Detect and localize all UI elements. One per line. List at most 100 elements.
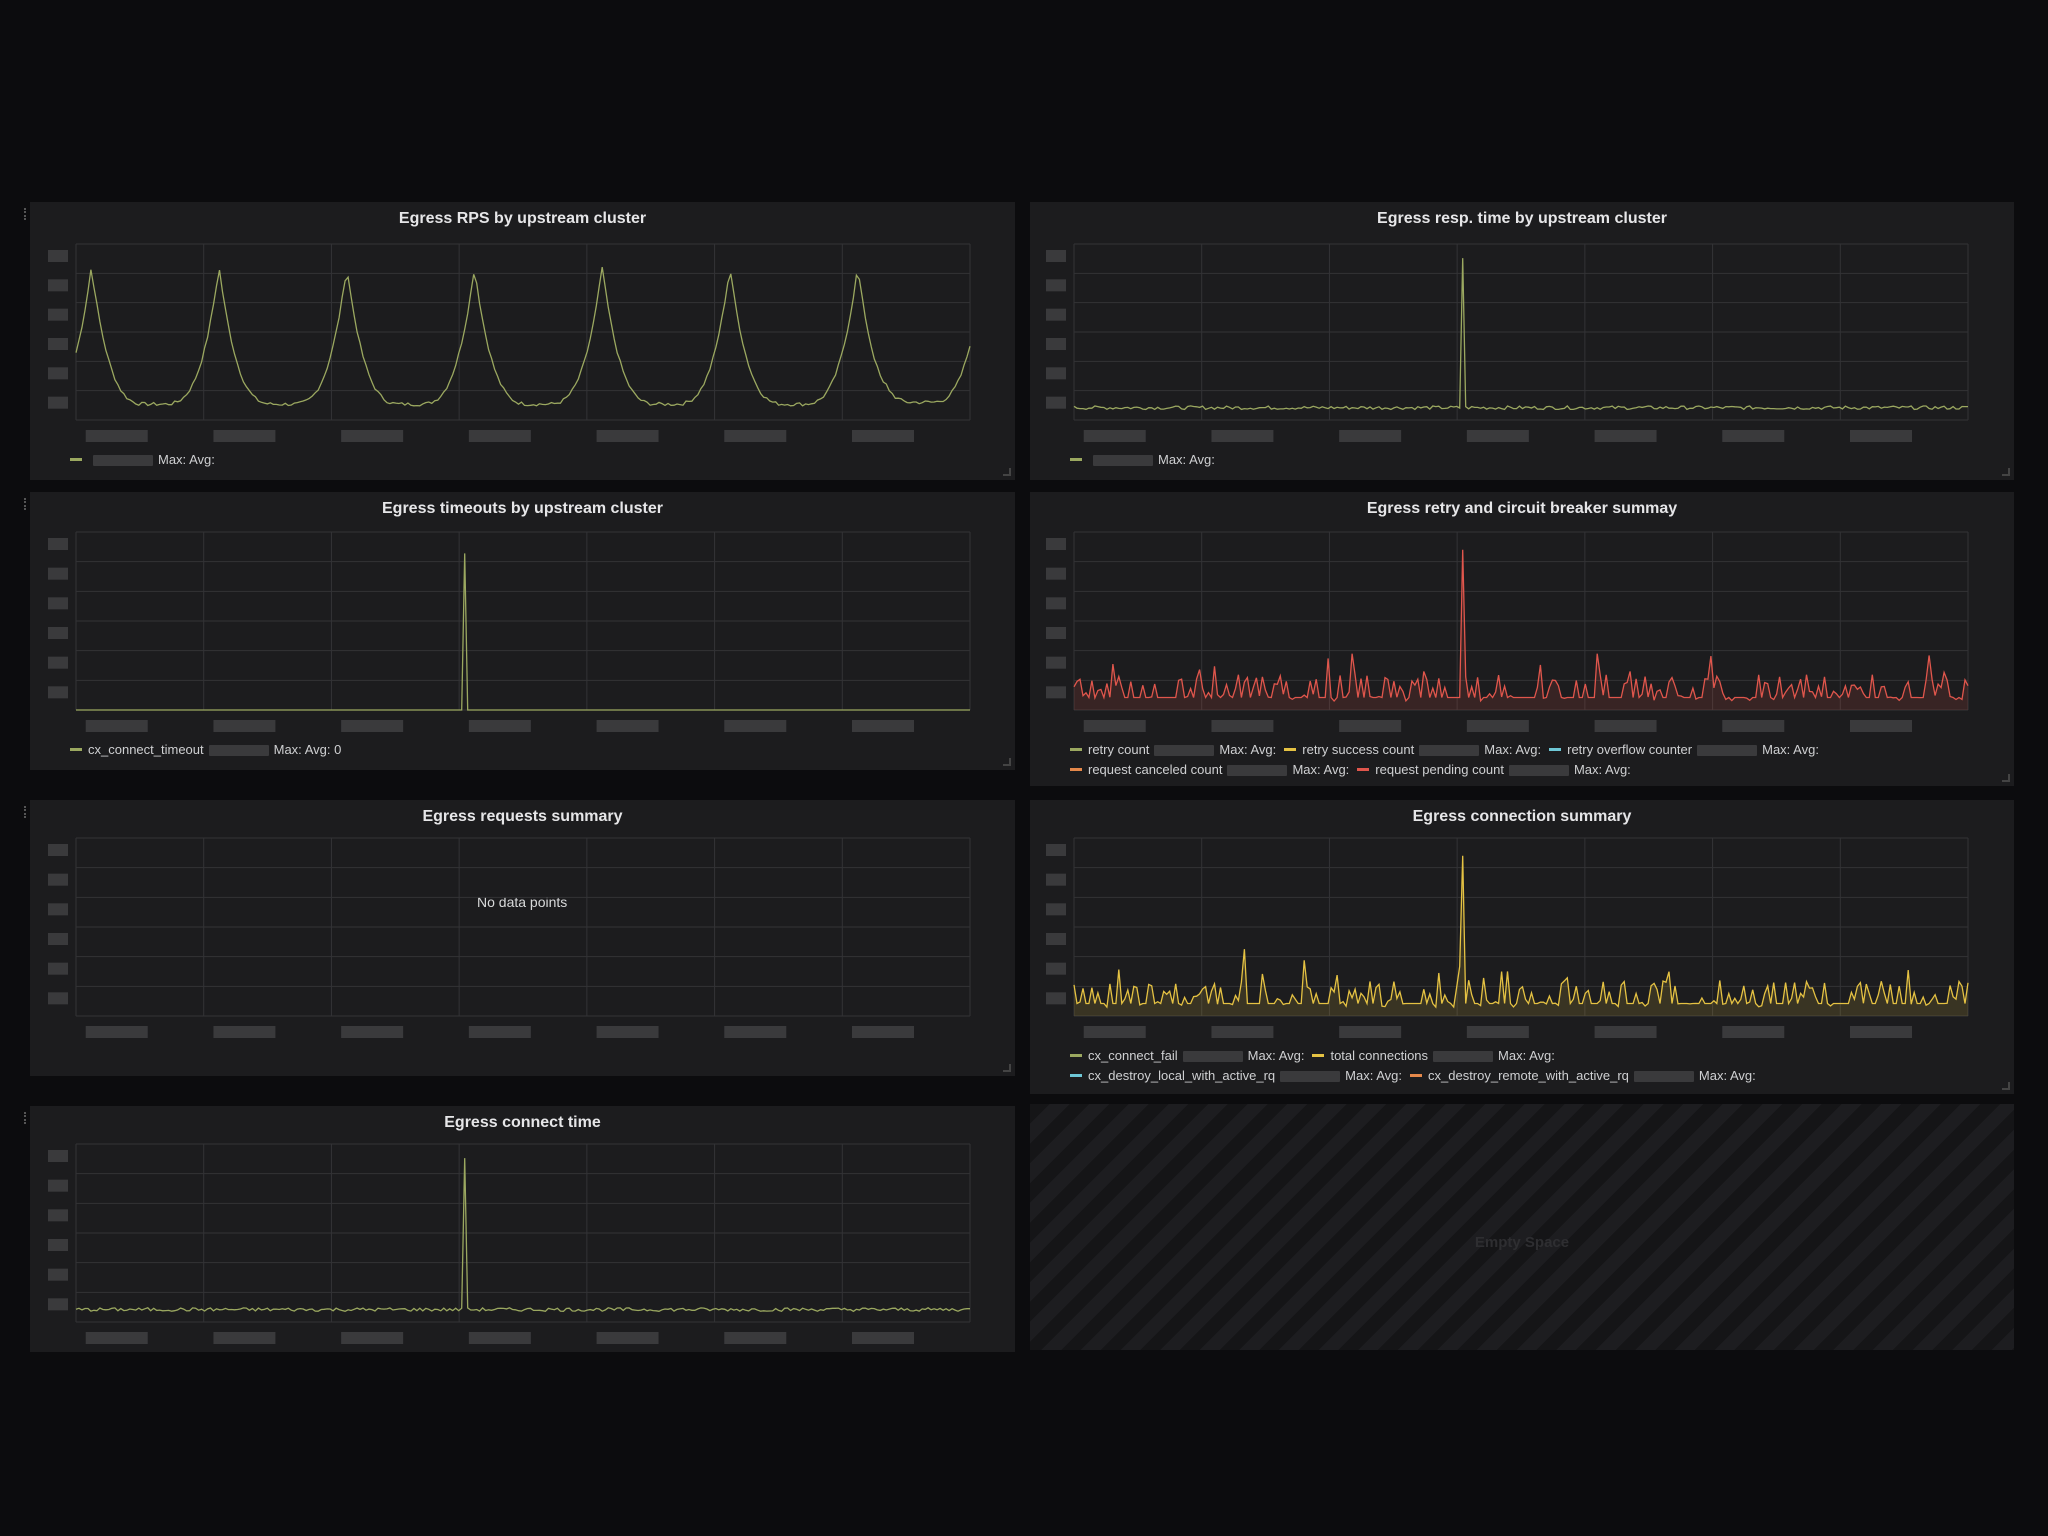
legend-value-redacted [1697,745,1758,757]
legend-series-name[interactable]: total connections [1330,1048,1429,1063]
legend-value-redacted [1154,745,1215,757]
y-tick-label-redacted [48,1298,68,1311]
panel-title[interactable]: Egress timeouts by upstream cluster [382,500,663,517]
resize-handle[interactable] [2002,1082,2010,1090]
legend-item[interactable]: total connections Max: Avg: [1312,1046,1555,1066]
x-tick-label-redacted [468,720,531,732]
chart-svg [48,531,971,732]
drag-handle[interactable] [24,1112,29,1124]
y-tick-label-redacted [48,1239,68,1251]
legend-item[interactable]: request pending count Max: Avg: [1357,760,1631,780]
legend-series-name[interactable]: request pending count [1375,762,1504,777]
legend-series-name[interactable]: retry overflow counter [1567,742,1693,757]
drag-handle[interactable] [24,806,29,818]
legend-swatch[interactable] [1070,1074,1082,1078]
legend-series-name[interactable]: cx_destroy_remote_with_active_rq [1428,1068,1629,1083]
y-tick-label-redacted [48,1179,68,1192]
panel-egress-requests-summary[interactable]: Egress requests summary No data points [24,800,1015,1076]
x-tick-label-redacted [468,1026,531,1038]
legend-value-redacted [1093,455,1153,467]
legend-swatch[interactable] [1549,748,1562,752]
legend-swatch[interactable] [1357,768,1370,772]
y-tick-label-redacted [1046,250,1066,262]
legend-swatch[interactable] [1070,768,1082,772]
drag-handle[interactable] [24,208,29,220]
legend-item[interactable]: cx_connect_fail Max: Avg: [1070,1046,1304,1066]
y-tick-label-redacted [1046,396,1066,409]
panel-egress-connection-summary[interactable]: Egress connection summary cx_connect_fai… [1030,800,2014,1094]
legend-swatch[interactable] [1410,1074,1422,1078]
resize-handle[interactable] [1003,1064,1011,1072]
legend-series-name[interactable]: retry count [1088,742,1150,757]
panel-egress-rps[interactable]: Egress RPS by upstream cluster Max: Avg: [24,202,1015,480]
legend-series-name[interactable]: request canceled count [1088,762,1223,777]
y-tick-label-redacted [1046,367,1066,380]
legend-item[interactable]: retry count Max: Avg: [1070,740,1276,760]
y-tick-label-redacted [1046,279,1066,292]
y-tick-label-redacted [48,367,68,380]
legend-item[interactable]: retry overflow counter Max: Avg: [1549,740,1819,760]
x-tick-label-redacted [85,1026,148,1038]
legend-swatch[interactable] [1070,748,1082,752]
legend-item[interactable]: Max: Avg: [70,450,215,470]
legend-swatch[interactable] [70,458,82,462]
legend-item[interactable]: cx_connect_timeout Max: Avg: 0 [70,740,341,760]
y-tick-label-redacted [1046,686,1066,699]
legend-item[interactable]: request canceled count Max: Avg: [1070,760,1349,780]
legend-item[interactable]: retry success count Max: Avg: [1284,740,1541,760]
panel-title[interactable]: Egress retry and circuit breaker summay [1366,500,1678,517]
legend-stats: Max: Avg: [1219,742,1277,757]
panel-egress-connect-time[interactable]: Egress connect time [24,1106,1015,1352]
legend-item[interactable]: cx_destroy_remote_with_active_rq Max: Avg… [1410,1066,1756,1086]
x-tick-label-redacted [1339,1026,1402,1038]
legend-value-redacted [93,455,153,467]
x-tick-label-redacted [85,1332,148,1344]
y-tick-label-redacted [48,873,68,886]
resize-handle[interactable] [2002,468,2010,476]
y-tick-label-redacted [48,844,68,856]
x-tick-label-redacted [1594,430,1657,442]
y-tick-label-redacted [48,538,68,550]
legend-row: cx_connect_timeout Max: Avg: 0 [70,740,995,760]
legend-series-name[interactable]: cx_connect_timeout [88,742,204,757]
x-tick-label-redacted [1466,1026,1529,1038]
x-tick-label-redacted [1850,720,1912,732]
resize-handle[interactable] [2002,774,2010,782]
legend-stats: Max: Avg: [1292,762,1350,777]
panel-egress-retry-circuit-breaker[interactable]: Egress retry and circuit breaker summay … [1030,492,2014,786]
panel-title[interactable]: Egress RPS by upstream cluster [398,210,647,227]
legend-swatch[interactable] [1070,458,1082,462]
x-tick-label-redacted [1594,720,1657,732]
x-tick-label-redacted [852,1332,914,1344]
legend: Max: Avg: [1070,450,1994,470]
legend-series-name[interactable]: retry success count [1302,742,1415,757]
x-tick-label-redacted [1211,720,1274,732]
legend-value-redacted [1433,1051,1494,1063]
y-tick-label-redacted [48,992,68,1005]
legend-item[interactable]: cx_destroy_local_with_active_rq Max: Avg: [1070,1066,1402,1086]
legend-swatch[interactable] [70,748,82,752]
legend-series-name[interactable]: cx_destroy_local_with_active_rq [1088,1068,1276,1083]
panel-egress-resp-time[interactable]: Egress resp. time by upstream cluster Ma… [1030,202,2014,480]
no-data-message: No data points [477,894,568,910]
y-tick-label-redacted [48,338,68,350]
legend-swatch[interactable] [1070,1054,1082,1058]
x-tick-label-redacted [341,720,404,732]
panel-title[interactable]: Egress requests summary [422,808,623,825]
drag-handle[interactable] [24,498,29,510]
resize-handle[interactable] [1003,758,1011,766]
panel-title[interactable]: Egress connection summary [1412,808,1632,825]
legend-swatch[interactable] [1284,748,1297,752]
x-tick-label-redacted [724,1332,787,1344]
legend-swatch[interactable] [1312,1054,1325,1058]
resize-handle[interactable] [1003,468,1011,476]
x-tick-label-redacted [213,720,276,732]
legend-row: Max: Avg: [1070,450,1994,470]
panel-title[interactable]: Egress resp. time by upstream cluster [1377,210,1667,227]
empty-space-panel: Empty Space [1030,1104,2014,1350]
legend-series-name[interactable]: cx_connect_fail [1088,1048,1178,1063]
panel-title[interactable]: Egress connect time [444,1114,601,1131]
y-tick-label-redacted [48,686,68,699]
legend-item[interactable]: Max: Avg: [1070,450,1215,470]
panel-egress-timeouts[interactable]: Egress timeouts by upstream cluster cx_c… [24,492,1015,770]
